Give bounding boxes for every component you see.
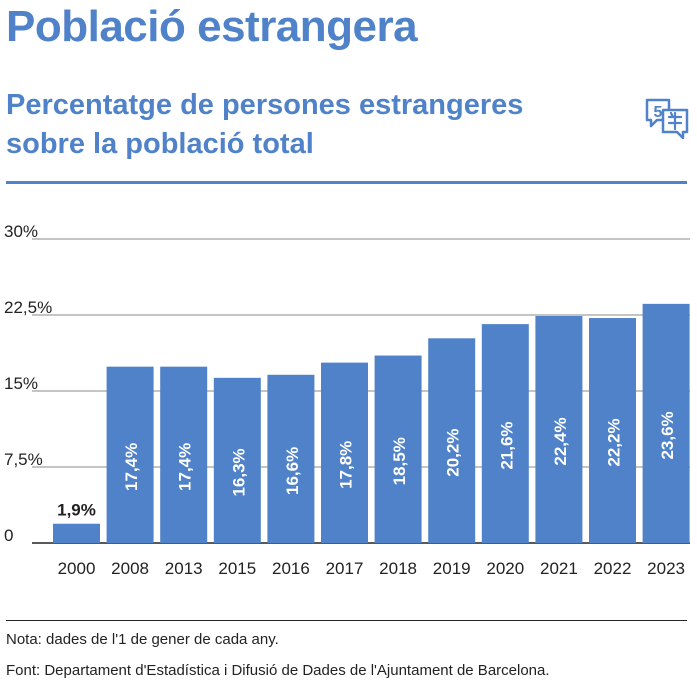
source-note: Font: Departament d'Estadística i Difusi… xyxy=(6,662,550,679)
bar-chart: 0 7,5% 15% 22,5% 30% 1,9% 2000 17,4% 2008 17,4% 20… xyxy=(4,222,690,578)
bar xyxy=(374,355,422,543)
bar xyxy=(106,366,154,543)
page-title: Població estrangera xyxy=(6,2,418,51)
data-label: 22,2% xyxy=(605,418,624,466)
data-label: 18,5% xyxy=(390,437,409,485)
data-label: 16,3% xyxy=(229,448,248,496)
bar xyxy=(213,377,261,543)
data-label: 23,6% xyxy=(658,411,677,459)
x-tick-label: 2022 xyxy=(594,559,632,578)
x-tick-label: 2019 xyxy=(433,559,471,578)
x-tick-label: 2017 xyxy=(326,559,364,578)
bar xyxy=(160,366,208,543)
x-tick-label: 2008 xyxy=(111,559,149,578)
data-label: 20,2% xyxy=(444,429,463,477)
bar xyxy=(321,362,368,543)
data-label: 17,4% xyxy=(122,443,141,491)
data-label: 17,8% xyxy=(337,441,356,489)
bar xyxy=(589,318,636,543)
y-tick-label: 30% xyxy=(4,222,38,241)
data-label: 21,6% xyxy=(497,421,516,469)
x-tick-label: 2018 xyxy=(379,559,417,578)
x-tick-label: 2000 xyxy=(58,559,96,578)
speech-bubbles-icon: 5 xyxy=(645,98,689,140)
data-label: 17,4% xyxy=(176,443,195,491)
x-tick-label: 2020 xyxy=(486,559,524,578)
header-divider xyxy=(6,181,687,184)
bar xyxy=(267,374,315,543)
bar xyxy=(642,303,690,543)
x-tick-label: 2016 xyxy=(272,559,310,578)
svg-text:5: 5 xyxy=(654,104,663,121)
x-tick-label: 2023 xyxy=(647,559,685,578)
data-label: 1,9% xyxy=(57,501,96,520)
data-label: 22,4% xyxy=(551,417,570,465)
data-label: 16,6% xyxy=(283,447,302,495)
footnote: Nota: dades de l'1 de gener de cada any. xyxy=(6,631,279,648)
chart-subtitle: Percentatge de persones estrangeres sobr… xyxy=(6,89,524,160)
y-tick-label: 0 xyxy=(4,526,13,545)
bar xyxy=(535,316,583,543)
bar xyxy=(53,523,100,543)
y-tick-label: 22,5% xyxy=(4,298,52,317)
x-tick-label: 2021 xyxy=(540,559,578,578)
footer-divider xyxy=(6,620,687,621)
x-tick-label: 2013 xyxy=(165,559,203,578)
x-tick-label: 2015 xyxy=(218,559,256,578)
y-tick-label: 15% xyxy=(4,374,38,393)
bar xyxy=(428,338,476,543)
y-tick-label: 7,5% xyxy=(4,450,43,469)
bar xyxy=(481,324,529,543)
